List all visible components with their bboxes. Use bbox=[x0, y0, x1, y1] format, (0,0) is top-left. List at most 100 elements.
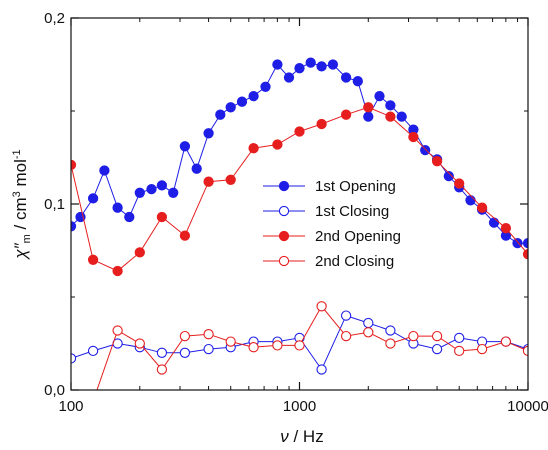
data-point-1st-opening bbox=[396, 111, 407, 122]
data-point-1st-opening bbox=[488, 217, 500, 228]
data-point-1st-closing bbox=[431, 343, 443, 355]
data-point-1st-opening bbox=[465, 195, 476, 206]
data-point-2nd-closing bbox=[363, 327, 374, 338]
legend-label: 1st Closing bbox=[315, 203, 389, 220]
y-axis-label-sup2: -1 bbox=[11, 149, 23, 159]
data-point-1st-opening bbox=[99, 165, 110, 176]
series-layer bbox=[71, 57, 528, 390]
data-point-1st-closing bbox=[363, 317, 374, 329]
y-axis-label-chi: χ bbox=[11, 249, 30, 261]
data-point-2nd-opening bbox=[316, 118, 327, 130]
data-point-1st-opening bbox=[340, 72, 352, 83]
data-point-1st-closing bbox=[454, 332, 465, 344]
y-axis-label-sup1: 3 bbox=[11, 191, 23, 197]
x-tick-label: 1000 bbox=[283, 398, 316, 415]
data-point-2nd-opening bbox=[294, 126, 305, 137]
data-point-1st-opening bbox=[134, 187, 145, 198]
data-point-2nd-opening bbox=[340, 109, 352, 120]
data-point-1st-opening bbox=[156, 180, 168, 191]
data-point-2nd-closing bbox=[385, 338, 396, 349]
series-2nd-closing bbox=[96, 301, 528, 390]
legend-label: 2nd Opening bbox=[315, 228, 401, 245]
data-point-2nd-opening bbox=[179, 230, 191, 241]
data-point-1st-closing bbox=[385, 325, 396, 336]
data-point-2nd-opening bbox=[385, 111, 396, 122]
data-point-1st-closing bbox=[156, 347, 168, 358]
data-point-1st-opening bbox=[124, 211, 135, 223]
legend-marker bbox=[278, 180, 290, 192]
data-point-2nd-opening bbox=[500, 223, 512, 234]
data-point-1st-opening bbox=[522, 237, 528, 249]
data-point-2nd-opening bbox=[248, 143, 259, 154]
data-point-1st-opening bbox=[168, 187, 179, 198]
data-point-1st-closing bbox=[316, 364, 327, 375]
data-point-2nd-opening bbox=[134, 247, 145, 258]
data-point-2nd-closing bbox=[408, 330, 419, 342]
plot-frame bbox=[70, 17, 529, 391]
legend-marker bbox=[278, 205, 290, 217]
data-point-1st-opening bbox=[294, 63, 305, 74]
y-axis-label-mol: mol bbox=[11, 159, 30, 191]
data-point-2nd-closing bbox=[340, 330, 352, 342]
data-point-1st-opening bbox=[203, 128, 214, 139]
data-point-1st-opening bbox=[179, 141, 191, 152]
data-point-1st-opening bbox=[260, 81, 271, 92]
y-tick-label: 0,0 bbox=[44, 382, 65, 399]
data-point-2nd-closing bbox=[272, 340, 283, 351]
data-point-2nd-closing bbox=[112, 325, 123, 336]
legend-marker bbox=[278, 255, 290, 267]
data-point-2nd-closing bbox=[476, 343, 488, 355]
y-tick-label: 0,1 bbox=[44, 196, 65, 213]
data-point-2nd-opening bbox=[225, 174, 236, 185]
data-point-1st-opening bbox=[374, 90, 385, 102]
data-point-1st-opening bbox=[327, 59, 339, 70]
data-point-1st-opening bbox=[385, 100, 396, 111]
data-point-2nd-opening bbox=[522, 249, 528, 260]
data-point-1st-opening bbox=[305, 57, 316, 68]
data-point-1st-opening bbox=[512, 237, 523, 249]
x-axis-label: ν / Hz bbox=[280, 427, 323, 446]
data-point-2nd-closing bbox=[316, 301, 327, 312]
data-point-1st-closing bbox=[87, 345, 99, 357]
data-point-2nd-closing bbox=[156, 364, 168, 375]
data-point-2nd-opening bbox=[156, 211, 168, 223]
data-point-2nd-closing bbox=[248, 342, 259, 353]
data-point-1st-opening bbox=[443, 170, 454, 182]
data-point-2nd-opening bbox=[87, 254, 99, 265]
x-axis-label-unit: / Hz bbox=[289, 427, 324, 446]
data-point-1st-opening bbox=[215, 109, 226, 120]
legend-item-2nd-opening: 2nd Opening bbox=[263, 228, 401, 245]
data-point-2nd-opening bbox=[431, 156, 443, 167]
x-axis-label-symbol: ν bbox=[280, 427, 289, 446]
legend-item-1st-closing: 1st Closing bbox=[263, 203, 389, 220]
legend-marker bbox=[278, 230, 290, 242]
data-point-1st-opening bbox=[236, 96, 248, 107]
data-point-2nd-opening bbox=[203, 176, 214, 187]
data-point-2nd-closing bbox=[454, 345, 465, 357]
data-point-1st-opening bbox=[225, 102, 236, 113]
tick-labels: 100 1000 10000 0,0 0,1 0,2 bbox=[44, 10, 548, 415]
data-point-2nd-opening bbox=[408, 131, 419, 143]
data-point-1st-opening bbox=[272, 59, 283, 70]
data-point-1st-opening bbox=[283, 72, 295, 83]
series-2nd-opening bbox=[71, 102, 528, 277]
y-axis-label-mid: / cm bbox=[11, 197, 30, 234]
data-point-1st-opening bbox=[87, 193, 99, 204]
data-point-2nd-closing bbox=[431, 330, 443, 342]
y-axis-label-sub: m bbox=[21, 234, 33, 243]
data-point-1st-opening bbox=[352, 76, 363, 87]
data-point-2nd-opening bbox=[363, 102, 374, 113]
data-point-2nd-opening bbox=[112, 265, 123, 277]
x-tick-label: 100 bbox=[58, 398, 83, 415]
data-point-1st-opening bbox=[363, 111, 374, 122]
data-point-2nd-closing bbox=[225, 336, 236, 347]
data-point-1st-closing bbox=[340, 310, 352, 321]
y-tick-label: 0,2 bbox=[44, 10, 65, 27]
data-point-2nd-closing bbox=[294, 340, 305, 351]
legend-item-2nd-closing: 2nd Closing bbox=[263, 253, 394, 270]
data-point-1st-closing bbox=[203, 343, 214, 355]
legend: 1st Opening 1st Closing 2nd Opening 2nd Clo… bbox=[263, 178, 401, 270]
data-point-1st-closing bbox=[179, 347, 191, 358]
data-point-2nd-closing bbox=[522, 345, 528, 357]
data-point-2nd-opening bbox=[272, 139, 283, 150]
